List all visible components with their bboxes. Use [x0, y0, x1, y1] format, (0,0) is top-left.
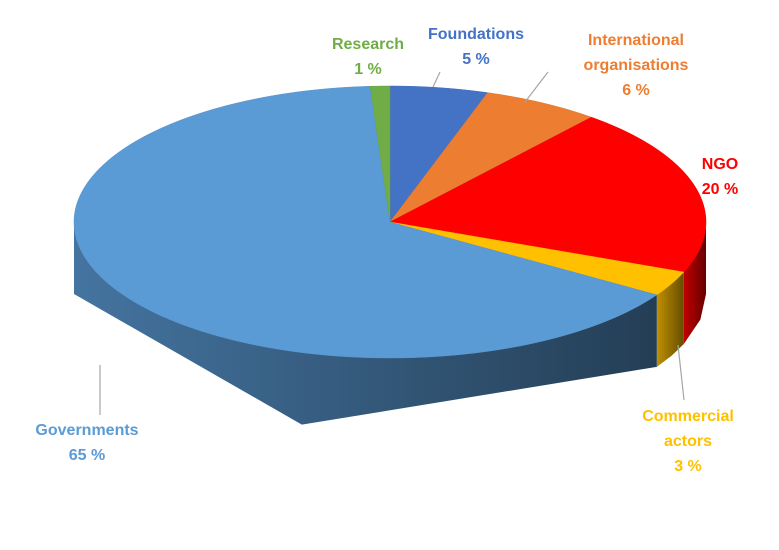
value-label: 65 % — [68, 447, 106, 464]
category-label: International organisations — [583, 32, 689, 74]
slice-side — [683, 222, 706, 345]
slice — [389, 116, 707, 273]
data-label: International organisations 6 % — [576, 28, 696, 103]
leader-line — [432, 71, 441, 88]
leader-line — [677, 344, 685, 401]
category-label: NGO — [701, 156, 739, 173]
value-label: 5 % — [462, 51, 490, 68]
category-label: Research — [331, 36, 405, 53]
slice-side — [656, 272, 684, 367]
data-label: NGO 20 % — [660, 152, 779, 202]
value-label: 3 % — [674, 458, 702, 475]
slice — [389, 85, 489, 223]
slice — [73, 86, 658, 359]
value-label: 6 % — [622, 82, 650, 99]
slice — [389, 92, 593, 223]
slice — [369, 85, 391, 223]
slice — [389, 221, 685, 296]
data-label: Foundations 5 % — [416, 22, 536, 72]
category-label: Foundations — [428, 26, 524, 43]
value-label: 20 % — [701, 181, 739, 198]
value-label: 1 % — [354, 61, 382, 78]
slice-side — [74, 222, 657, 425]
data-label: Governments 65 % — [27, 418, 147, 468]
data-label: Research 1 % — [308, 32, 428, 82]
category-label: Commercial actors — [642, 408, 734, 450]
category-label: Governments — [35, 422, 139, 439]
leader-line — [524, 71, 549, 103]
data-label: Commercial actors 3 % — [628, 404, 748, 479]
